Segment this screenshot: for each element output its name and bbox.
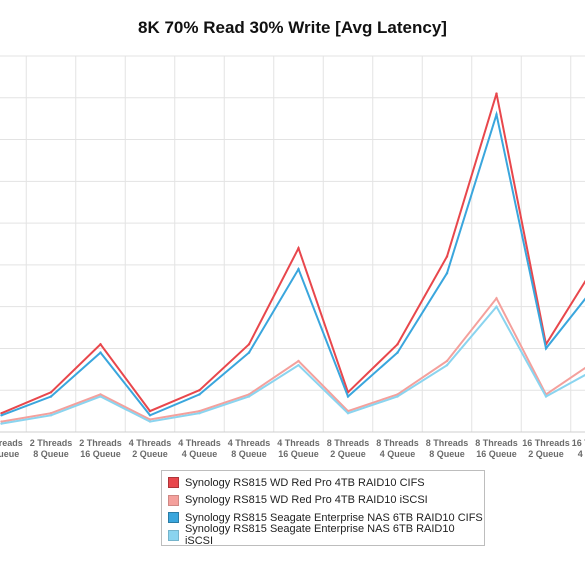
x-tick-label: 4 Threads 16 Queue (277, 438, 320, 459)
data-point (198, 389, 201, 392)
data-point (0, 422, 3, 425)
x-tick-label: 8 Threads 2 Queue (327, 438, 370, 459)
chart-legend: Synology RS815 WD Red Pro 4TB RAID10 CIF… (161, 470, 485, 547)
data-point (544, 395, 548, 398)
data-point (495, 305, 498, 308)
data-point (396, 343, 399, 346)
data-point (247, 343, 251, 346)
data-point (0, 420, 3, 423)
data-point (148, 409, 152, 413)
data-point (495, 297, 498, 300)
x-tick-label: 4 Threads 4 Queue (178, 438, 221, 459)
series-line-2 (1, 296, 585, 423)
x-tick-label: 4 Threads 8 Queue (228, 438, 271, 459)
legend-swatch (168, 529, 179, 541)
x-tick-label: 8 Threads 4 Queue (376, 438, 419, 459)
data-point (247, 395, 251, 398)
data-point (346, 412, 350, 415)
x-tick-label: 4 Threads 2 Queue (129, 438, 172, 459)
data-point (297, 363, 300, 367)
data-point (495, 92, 498, 95)
data-point (445, 359, 449, 363)
legend-swatch (168, 477, 179, 489)
chart-title: 8K 70% Read 30% Write [Avg Latency] (138, 18, 447, 37)
legend-item[interactable]: Synology RS815 Seagate Enterprise NAS 6T… (168, 523, 484, 547)
data-point (0, 414, 3, 417)
data-point (297, 267, 300, 271)
data-point (544, 347, 548, 350)
x-tick-label: 2 Threads 16 Queue (79, 438, 122, 459)
legend-swatch (168, 512, 179, 524)
data-point (247, 351, 251, 354)
legend-label: Synology RS815 Seagate Enterprise NAS 6T… (185, 511, 483, 524)
data-point (99, 393, 102, 396)
data-point (99, 395, 102, 398)
data-point (445, 255, 449, 258)
data-point (198, 412, 201, 415)
data-point (297, 359, 300, 363)
data-point (99, 343, 102, 346)
legend-label: Synology RS815 Seagate Enterprise NAS 6T… (184, 523, 455, 548)
x-tick-label: 2 Threads 8 Queue (30, 438, 73, 459)
legend-item[interactable]: Synology RS815 Seagate Enterprise NAS 6T… (168, 509, 484, 527)
legend-item[interactable]: Synology RS815 WD Red Pro 4TB RAID10 CIF… (168, 474, 484, 492)
data-point (198, 393, 201, 396)
data-point (445, 272, 449, 275)
legend-label: Synology RS815 WD Red Pro 4TB RAID10 CIF… (185, 476, 425, 489)
legend-label: Synology RS815 WD Red Pro 4TB RAID10 iSC… (185, 494, 428, 507)
data-point (148, 414, 152, 417)
data-point (346, 395, 350, 398)
data-point (445, 363, 449, 367)
data-point (148, 418, 152, 421)
data-point (396, 351, 399, 354)
legend-item[interactable]: Synology RS815 WD Red Pro 4TB RAID10 iSC… (168, 492, 484, 510)
data-point (49, 412, 53, 415)
legend-swatch (168, 494, 179, 506)
x-tick-label: 8 Threads 8 Queue (426, 438, 469, 459)
data-point (49, 395, 53, 398)
data-point (396, 395, 399, 398)
data-point (148, 420, 152, 423)
data-point (297, 246, 300, 250)
data-point (49, 414, 53, 417)
data-point (49, 391, 53, 394)
data-point (0, 412, 3, 415)
data-point (198, 409, 201, 413)
data-point (99, 351, 102, 354)
data-point (495, 113, 498, 116)
x-tick-label: 16 Threads 2 Queue (522, 438, 570, 459)
x-tick-label: 8 Threads 16 Queue (475, 438, 518, 459)
